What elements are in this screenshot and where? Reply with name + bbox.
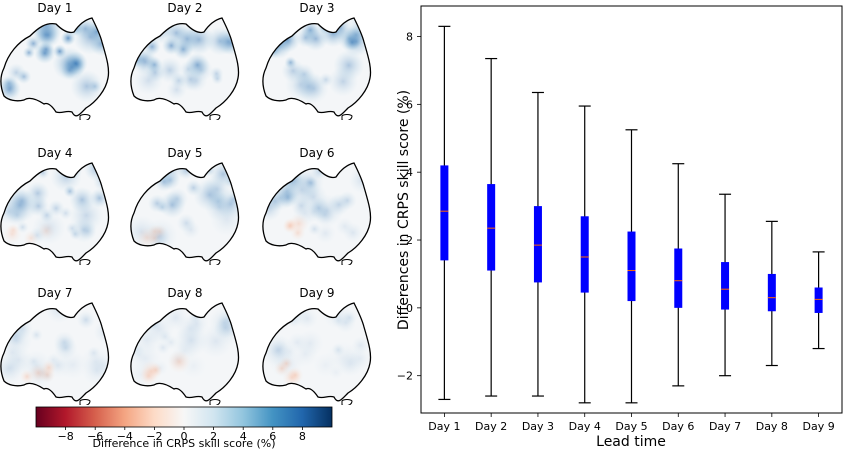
colorbar-tick-label: −8: [57, 430, 73, 443]
map-panel-title: Day 1: [37, 1, 72, 15]
box-3: [531, 91, 544, 397]
map-panel-title: Day 8: [167, 286, 202, 300]
map-panels: Day 1 Day 2 Day 3 Day 4 Day 5 Day 6 Day 7 Day 8…: [0, 1, 372, 405]
box-body: [721, 262, 730, 310]
box-9: [812, 251, 825, 350]
box-2: [485, 57, 498, 397]
x-tick-label: Day 2: [475, 420, 507, 433]
x-axis-ticks: Day 1 Day 2 Day 3 Day 4 Day 5 Day 6 Day 7 Day 8…: [428, 413, 835, 433]
box-5: [625, 129, 638, 404]
box-body: [580, 216, 589, 293]
x-tick-label: Day 3: [522, 420, 554, 433]
box-body: [674, 248, 683, 308]
colorbar-label: Difference in CRPS skill score (%): [92, 437, 275, 450]
box-6: [672, 163, 685, 387]
map-shading: [130, 162, 240, 265]
colorbar-tick-label: 4: [240, 430, 247, 443]
map-shading: [0, 302, 110, 405]
y-tick-label: 6: [406, 98, 413, 111]
box-4: [578, 105, 591, 404]
map-panel-title: Day 2: [167, 1, 202, 15]
y-axis-ticks: −2 0 2 4 6 8: [397, 31, 421, 383]
box-body: [440, 165, 449, 261]
colorbar-tick-label: −6: [87, 430, 103, 443]
box-body: [487, 184, 496, 271]
x-tick-label: Day 5: [615, 420, 647, 433]
box-7: [719, 193, 732, 377]
x-tick-label: Day 8: [756, 420, 788, 433]
colorbar-tick-label: 8: [299, 430, 306, 443]
colorbar: −8 −6 −4 −2 0 2 4 6 8 Difference in CRPS skill s…: [35, 406, 333, 450]
y-tick-label: 8: [406, 31, 413, 44]
colorbar-gradient: [35, 406, 333, 428]
boxes: [438, 25, 825, 404]
box-body: [627, 231, 636, 302]
map-shading: [0, 162, 110, 265]
map-shading: [0, 17, 110, 120]
x-tick-label: Day 9: [803, 420, 835, 433]
map-panel: Day 6: [262, 146, 372, 265]
map-panel: Day 4: [0, 146, 110, 265]
map-shading: [130, 17, 240, 120]
box-body: [767, 273, 776, 312]
x-axis-label: Lead time: [596, 434, 666, 450]
colorbar-tick-label: 2: [210, 430, 217, 443]
x-tick-label: Day 6: [662, 420, 694, 433]
y-tick-label: 2: [406, 234, 413, 247]
box-body: [533, 206, 542, 283]
map-panel-title: Day 3: [299, 1, 334, 15]
box-1: [438, 25, 451, 401]
box-body: [814, 287, 823, 313]
y-tick-label: −2: [397, 370, 413, 383]
map-panel: Day 7: [0, 286, 110, 405]
y-tick-label: 0: [406, 302, 413, 315]
y-tick-label: 4: [406, 166, 413, 179]
x-tick-label: Day 7: [709, 420, 741, 433]
colorbar-tick-label: −2: [146, 430, 162, 443]
map-shading: [262, 162, 372, 265]
colorbar-tick-label: 6: [269, 430, 276, 443]
map-panel-title: Day 7: [37, 286, 72, 300]
map-panel: Day 3: [262, 1, 372, 120]
map-shading: [262, 17, 372, 120]
map-panel: Day 9: [262, 286, 372, 405]
x-tick-label: Day 1: [428, 420, 460, 433]
map-panel-title: Day 5: [167, 146, 202, 160]
colorbar-ticks: −8 −6 −4 −2 0 2 4 6 8: [57, 427, 306, 443]
x-tick-label: Day 4: [569, 420, 601, 433]
map-shading: [130, 302, 240, 405]
colorbar-tick-label: −4: [117, 430, 133, 443]
map-panel-title: Day 9: [299, 286, 334, 300]
box-8: [765, 220, 778, 367]
map-panel-title: Day 4: [37, 146, 72, 160]
y-axis-label: Differences in CRPS skill score (%): [396, 90, 412, 330]
map-shading: [262, 302, 372, 405]
map-panel: Day 1: [0, 1, 110, 120]
colorbar-tick-label: 0: [181, 430, 188, 443]
map-panel: Day 8: [130, 286, 240, 405]
map-panel: Day 5: [130, 146, 240, 265]
map-panel-title: Day 6: [299, 146, 334, 160]
map-panel: Day 2: [130, 1, 240, 120]
